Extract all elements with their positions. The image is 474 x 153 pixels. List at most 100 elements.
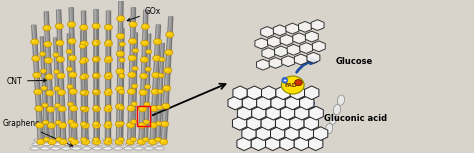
- Polygon shape: [44, 12, 55, 142]
- Ellipse shape: [92, 40, 100, 46]
- Ellipse shape: [51, 147, 60, 150]
- Ellipse shape: [104, 41, 112, 47]
- Ellipse shape: [93, 105, 99, 110]
- Ellipse shape: [136, 143, 145, 146]
- Ellipse shape: [67, 50, 70, 52]
- Text: FAD: FAD: [284, 82, 297, 88]
- Ellipse shape: [67, 68, 70, 69]
- Polygon shape: [161, 17, 173, 142]
- Ellipse shape: [132, 48, 138, 53]
- Polygon shape: [67, 34, 73, 140]
- Ellipse shape: [56, 40, 64, 46]
- Ellipse shape: [93, 73, 99, 78]
- Ellipse shape: [137, 139, 146, 145]
- Ellipse shape: [157, 106, 160, 108]
- Ellipse shape: [106, 40, 112, 44]
- Polygon shape: [299, 127, 313, 140]
- Ellipse shape: [32, 56, 40, 62]
- Ellipse shape: [105, 91, 109, 93]
- Ellipse shape: [32, 143, 40, 146]
- Ellipse shape: [104, 90, 112, 96]
- Ellipse shape: [42, 143, 51, 146]
- Ellipse shape: [116, 86, 124, 92]
- Ellipse shape: [93, 89, 99, 94]
- Ellipse shape: [93, 42, 96, 44]
- Ellipse shape: [106, 56, 112, 61]
- Polygon shape: [265, 137, 280, 151]
- Ellipse shape: [128, 139, 135, 141]
- Ellipse shape: [160, 139, 168, 145]
- Ellipse shape: [129, 21, 137, 27]
- Ellipse shape: [69, 138, 72, 140]
- Polygon shape: [280, 35, 293, 45]
- Ellipse shape: [138, 122, 146, 128]
- Ellipse shape: [68, 55, 76, 61]
- Ellipse shape: [146, 68, 148, 69]
- Ellipse shape: [161, 140, 164, 142]
- Ellipse shape: [141, 24, 149, 30]
- Ellipse shape: [154, 56, 157, 58]
- Ellipse shape: [128, 123, 131, 125]
- Ellipse shape: [148, 139, 157, 145]
- Ellipse shape: [82, 107, 85, 109]
- Ellipse shape: [92, 58, 99, 62]
- Ellipse shape: [107, 106, 109, 107]
- Ellipse shape: [66, 67, 73, 71]
- Ellipse shape: [118, 138, 121, 140]
- Ellipse shape: [158, 73, 164, 78]
- Ellipse shape: [145, 147, 154, 150]
- Ellipse shape: [133, 49, 136, 51]
- Ellipse shape: [58, 74, 61, 76]
- Ellipse shape: [56, 137, 62, 142]
- Ellipse shape: [92, 106, 100, 112]
- Ellipse shape: [94, 123, 97, 125]
- Ellipse shape: [156, 105, 163, 110]
- Ellipse shape: [39, 52, 46, 56]
- Ellipse shape: [143, 120, 149, 124]
- Ellipse shape: [159, 74, 162, 76]
- Ellipse shape: [105, 75, 109, 76]
- Ellipse shape: [117, 122, 120, 124]
- Ellipse shape: [46, 75, 50, 77]
- Ellipse shape: [54, 53, 56, 55]
- Ellipse shape: [70, 56, 73, 58]
- Ellipse shape: [161, 121, 169, 127]
- Ellipse shape: [44, 137, 50, 142]
- Ellipse shape: [33, 72, 41, 78]
- Ellipse shape: [141, 58, 145, 60]
- Ellipse shape: [80, 91, 86, 95]
- Ellipse shape: [80, 75, 86, 80]
- Polygon shape: [271, 96, 285, 110]
- Ellipse shape: [69, 39, 73, 41]
- Ellipse shape: [68, 85, 70, 87]
- Polygon shape: [271, 127, 285, 140]
- Polygon shape: [290, 86, 305, 100]
- Ellipse shape: [166, 51, 169, 53]
- Ellipse shape: [165, 68, 168, 71]
- Ellipse shape: [259, 136, 270, 142]
- Ellipse shape: [82, 75, 85, 77]
- Ellipse shape: [104, 123, 112, 129]
- Ellipse shape: [148, 139, 156, 141]
- Ellipse shape: [132, 85, 135, 86]
- Ellipse shape: [167, 33, 170, 35]
- Polygon shape: [107, 26, 110, 140]
- Polygon shape: [266, 106, 280, 120]
- Polygon shape: [82, 11, 85, 142]
- Ellipse shape: [92, 23, 100, 29]
- Ellipse shape: [80, 106, 86, 111]
- Polygon shape: [282, 56, 295, 67]
- Ellipse shape: [94, 107, 97, 109]
- Ellipse shape: [119, 75, 122, 76]
- Ellipse shape: [92, 42, 99, 46]
- Ellipse shape: [333, 104, 341, 115]
- Ellipse shape: [106, 25, 109, 28]
- Ellipse shape: [55, 120, 62, 125]
- Ellipse shape: [34, 73, 37, 75]
- Ellipse shape: [94, 74, 96, 76]
- Polygon shape: [94, 10, 100, 142]
- Ellipse shape: [106, 138, 109, 140]
- Polygon shape: [156, 43, 162, 140]
- Ellipse shape: [130, 22, 134, 25]
- Ellipse shape: [80, 24, 88, 30]
